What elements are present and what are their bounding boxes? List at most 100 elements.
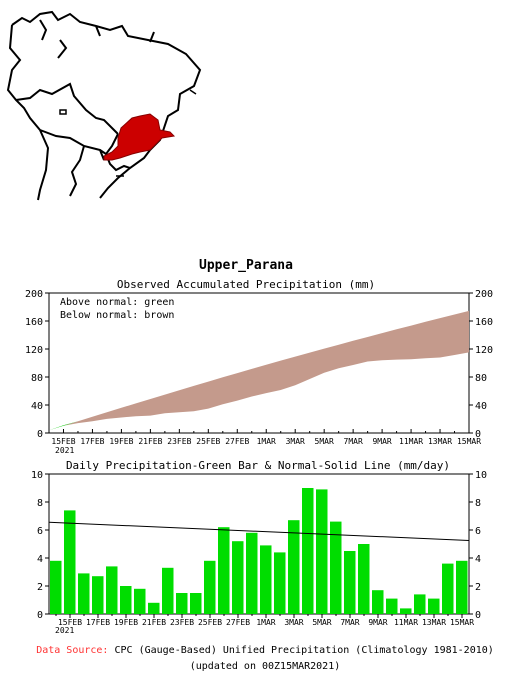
x-tick-label: 19FEB [109,437,133,446]
daily-bar [316,489,328,614]
y-tick-label-left: 80 [31,373,43,384]
daily-year-label: 2021 [55,626,74,635]
daily-title: Daily Precipitation-Green Bar & Normal-S… [66,459,450,472]
x-tick-label: 7MAR [344,437,363,446]
data-source-text: CPC (Gauge-Based) Unified Precipitation … [114,645,493,656]
y-tick-label-left: 2 [37,582,43,593]
south-america-map [5,8,205,203]
daily-bars [48,488,470,614]
updated-label: (updated on 00Z15MAR2021) [190,661,341,672]
daily-bar [260,545,272,614]
daily-bar [456,560,468,614]
legend-above: Above normal: green [60,297,174,308]
below-normal-area [49,310,469,431]
y-tick-label-right: 40 [475,401,487,412]
x-tick-label: 1MAR [257,437,276,446]
data-source-prefix: Data Source: [36,645,108,656]
daily-bar [148,602,160,614]
y-tick-label-right: 200 [475,289,493,300]
daily-bar [246,532,258,614]
y-tick-label-left: 120 [25,345,43,356]
daily-bar [106,566,118,614]
x-tick-label: 17FEB [86,618,110,627]
x-tick-label: 13MAR [428,437,452,446]
y-tick-label-left: 0 [37,429,43,440]
x-tick-label: 15FEB [51,437,75,446]
daily-bar [414,594,426,614]
x-tick-label: 21FEB [142,618,166,627]
daily-panel: Daily Precipitation-Green Bar & Normal-S… [31,459,487,635]
x-tick-label: 9MAR [372,437,391,446]
x-tick-label: 19FEB [114,618,138,627]
x-tick-label: 27FEB [225,437,249,446]
accumulated-title: Observed Accumulated Precipitation (mm) [117,278,375,291]
x-tick-label: 3MAR [286,437,305,446]
y-tick-label-right: 4 [475,554,481,565]
y-tick-label-right: 10 [475,470,487,481]
normal-line [48,521,470,541]
x-tick-label: 7MAR [340,618,359,627]
daily-bar [120,586,132,614]
y-tick-label-right: 120 [475,345,493,356]
x-tick-label: 15MAR [450,618,474,627]
x-tick-label: 15MAR [457,437,481,446]
x-tick-label: 17FEB [80,437,104,446]
daily-bar [330,521,342,614]
y-tick-label-left: 160 [25,317,43,328]
daily-bar [358,544,370,614]
x-tick-label: 25FEB [198,618,222,627]
region-title: Upper_Parana [199,258,293,273]
daily-bar [64,510,76,614]
y-tick-label-left: 0 [37,610,43,621]
daily-bar [50,560,62,614]
x-tick-label: 23FEB [170,618,194,627]
y-tick-label-right: 0 [475,429,481,440]
x-tick-label: 5MAR [312,618,331,627]
accumulated-year-label: 2021 [55,446,74,455]
basin-highlight [103,113,176,161]
y-tick-label-left: 6 [37,526,43,537]
daily-bar [162,567,174,614]
data-source-line: Data Source: CPC (Gauge-Based) Unified P… [36,645,494,656]
daily-bar [386,598,398,614]
x-tick-label: 15FEB [58,618,82,627]
y-tick-label-right: 0 [475,610,481,621]
y-tick-label-left: 200 [25,289,43,300]
x-tick-label: 13MAR [422,618,446,627]
y-tick-label-right: 2 [475,582,481,593]
daily-bar [344,551,356,614]
daily-bar [190,593,202,614]
daily-bar [92,576,104,614]
y-tick-label-left: 4 [37,554,43,565]
daily-bar [428,598,440,614]
y-tick-label-right: 8 [475,498,481,509]
x-tick-label: 9MAR [368,618,387,627]
daily-bar [372,590,384,614]
legend-below: Below normal: brown [60,310,174,321]
y-tick-label-left: 10 [31,470,43,481]
map-country-borders [6,10,202,201]
daily-bar [78,573,90,614]
x-tick-label: 1MAR [256,618,275,627]
daily-bar [204,560,216,614]
y-tick-label-left: 40 [31,401,43,412]
x-tick-label: 11MAR [394,618,418,627]
daily-bar [134,588,146,614]
accumulated-panel: Observed Accumulated Precipitation (mm) … [25,278,493,455]
x-tick-label: 25FEB [196,437,220,446]
daily-bar [274,552,286,614]
map-background [5,8,205,203]
daily-bar [400,608,412,614]
x-tick-label: 27FEB [226,618,250,627]
x-tick-label: 11MAR [399,437,423,446]
x-tick-label: 3MAR [284,618,303,627]
daily-bar [232,541,244,614]
daily-bar [176,593,188,614]
x-tick-label: 21FEB [138,437,162,446]
y-tick-label-left: 8 [37,498,43,509]
daily-frame [48,473,470,615]
daily-axes: 0 0 2 2 4 4 6 6 8 8 10 10 15FEB 17FEB 19FEB 21FEB 23FEB 2… [31,470,487,627]
x-tick-label: 5MAR [315,437,334,446]
y-tick-label-right: 160 [475,317,493,328]
daily-bar [218,527,230,614]
